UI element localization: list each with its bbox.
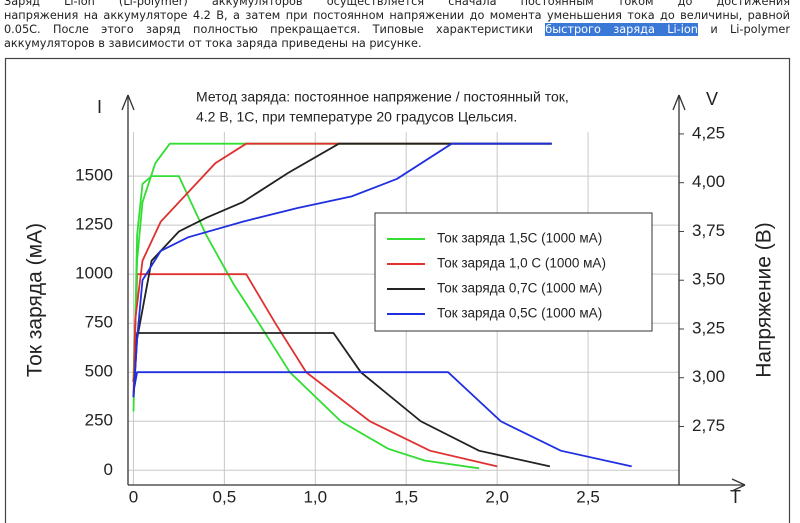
y2-tick-label: 3,25 — [692, 318, 725, 337]
legend-box — [374, 212, 653, 332]
y-tick-label: 750 — [85, 313, 113, 332]
text-line: аккумуляторов в зависимости от тока заря… — [4, 37, 422, 50]
y2-tick-label: 4,25 — [692, 123, 725, 142]
y2-tick-label: 3,75 — [692, 221, 725, 240]
axis-line — [672, 94, 680, 111]
axis-line — [731, 478, 746, 486]
y-tick-label: 1500 — [75, 166, 113, 185]
legend-label: Ток заряда 1,5С (1000 мА) — [437, 231, 602, 246]
y-tick-label: 500 — [85, 362, 113, 381]
y-tick-label: 0 — [104, 460, 113, 479]
y2-tick-label: 3,00 — [692, 367, 725, 386]
link[interactable]: быстрого заряда Li-ion — [545, 23, 698, 36]
y-tick-label: 1250 — [75, 215, 113, 234]
legend-label: Ток заряда 0,5С (1000 мА) — [437, 306, 602, 321]
text: и Li-polymer — [710, 23, 791, 36]
x-tick-label: 1,5 — [394, 487, 418, 506]
y2-symbol: V — [706, 89, 718, 109]
y-axis-label: Ток заряда (мА) — [24, 223, 47, 377]
text-line: 0.05C. После этого заряд полностью прекр… — [4, 23, 790, 37]
series-line — [132, 142, 552, 378]
chart-subtitle: 4.2 В, 1С, при температуре 20 градусов Ц… — [196, 109, 517, 125]
text: 0.05C. После этого заряд полностью прекр… — [4, 23, 533, 36]
y-symbol: I — [97, 97, 102, 117]
x-tick-label: 2,5 — [576, 487, 600, 506]
axis-line — [731, 484, 746, 492]
y2-tick-label: 3,50 — [692, 270, 725, 289]
x-tick-label: 2,0 — [485, 487, 509, 506]
legend-label: Ток заряда 1,0 С (1000 мА) — [437, 256, 606, 271]
x-symbol: T — [730, 487, 741, 507]
axis-line — [678, 94, 686, 111]
y-tick-label: 250 — [85, 411, 113, 430]
axis-line — [127, 94, 135, 111]
x-tick-label: 0 — [129, 487, 138, 506]
text-line: напряжения на аккумуляторе 4.2 В, а зате… — [4, 9, 790, 22]
y-tick-label: 1000 — [75, 264, 113, 283]
series-line — [132, 175, 480, 470]
axis-line — [121, 94, 129, 111]
x-tick-label: 1,0 — [303, 487, 327, 506]
y2-tick-label: 4,00 — [692, 172, 725, 191]
series-line — [132, 142, 552, 398]
series-line — [132, 371, 632, 468]
y2-axis-label: Напряжение (В) — [753, 222, 776, 378]
text-line: Заряд Li-ion (Li-polymer) аккумуляторов … — [4, 0, 790, 8]
series-line — [132, 142, 552, 398]
legend-label: Ток заряда 0,7С (1000 мА) — [437, 281, 602, 296]
y2-tick-label: 2,75 — [692, 416, 725, 435]
series-line — [132, 273, 498, 468]
series-line — [132, 142, 552, 398]
chart-title: Метод заряда: постоянное напряжение / по… — [196, 89, 569, 105]
paragraph: Заряд Li-ion (Li-polymer) аккумуляторов … — [4, 0, 790, 51]
x-tick-label: 0,5 — [213, 487, 237, 506]
